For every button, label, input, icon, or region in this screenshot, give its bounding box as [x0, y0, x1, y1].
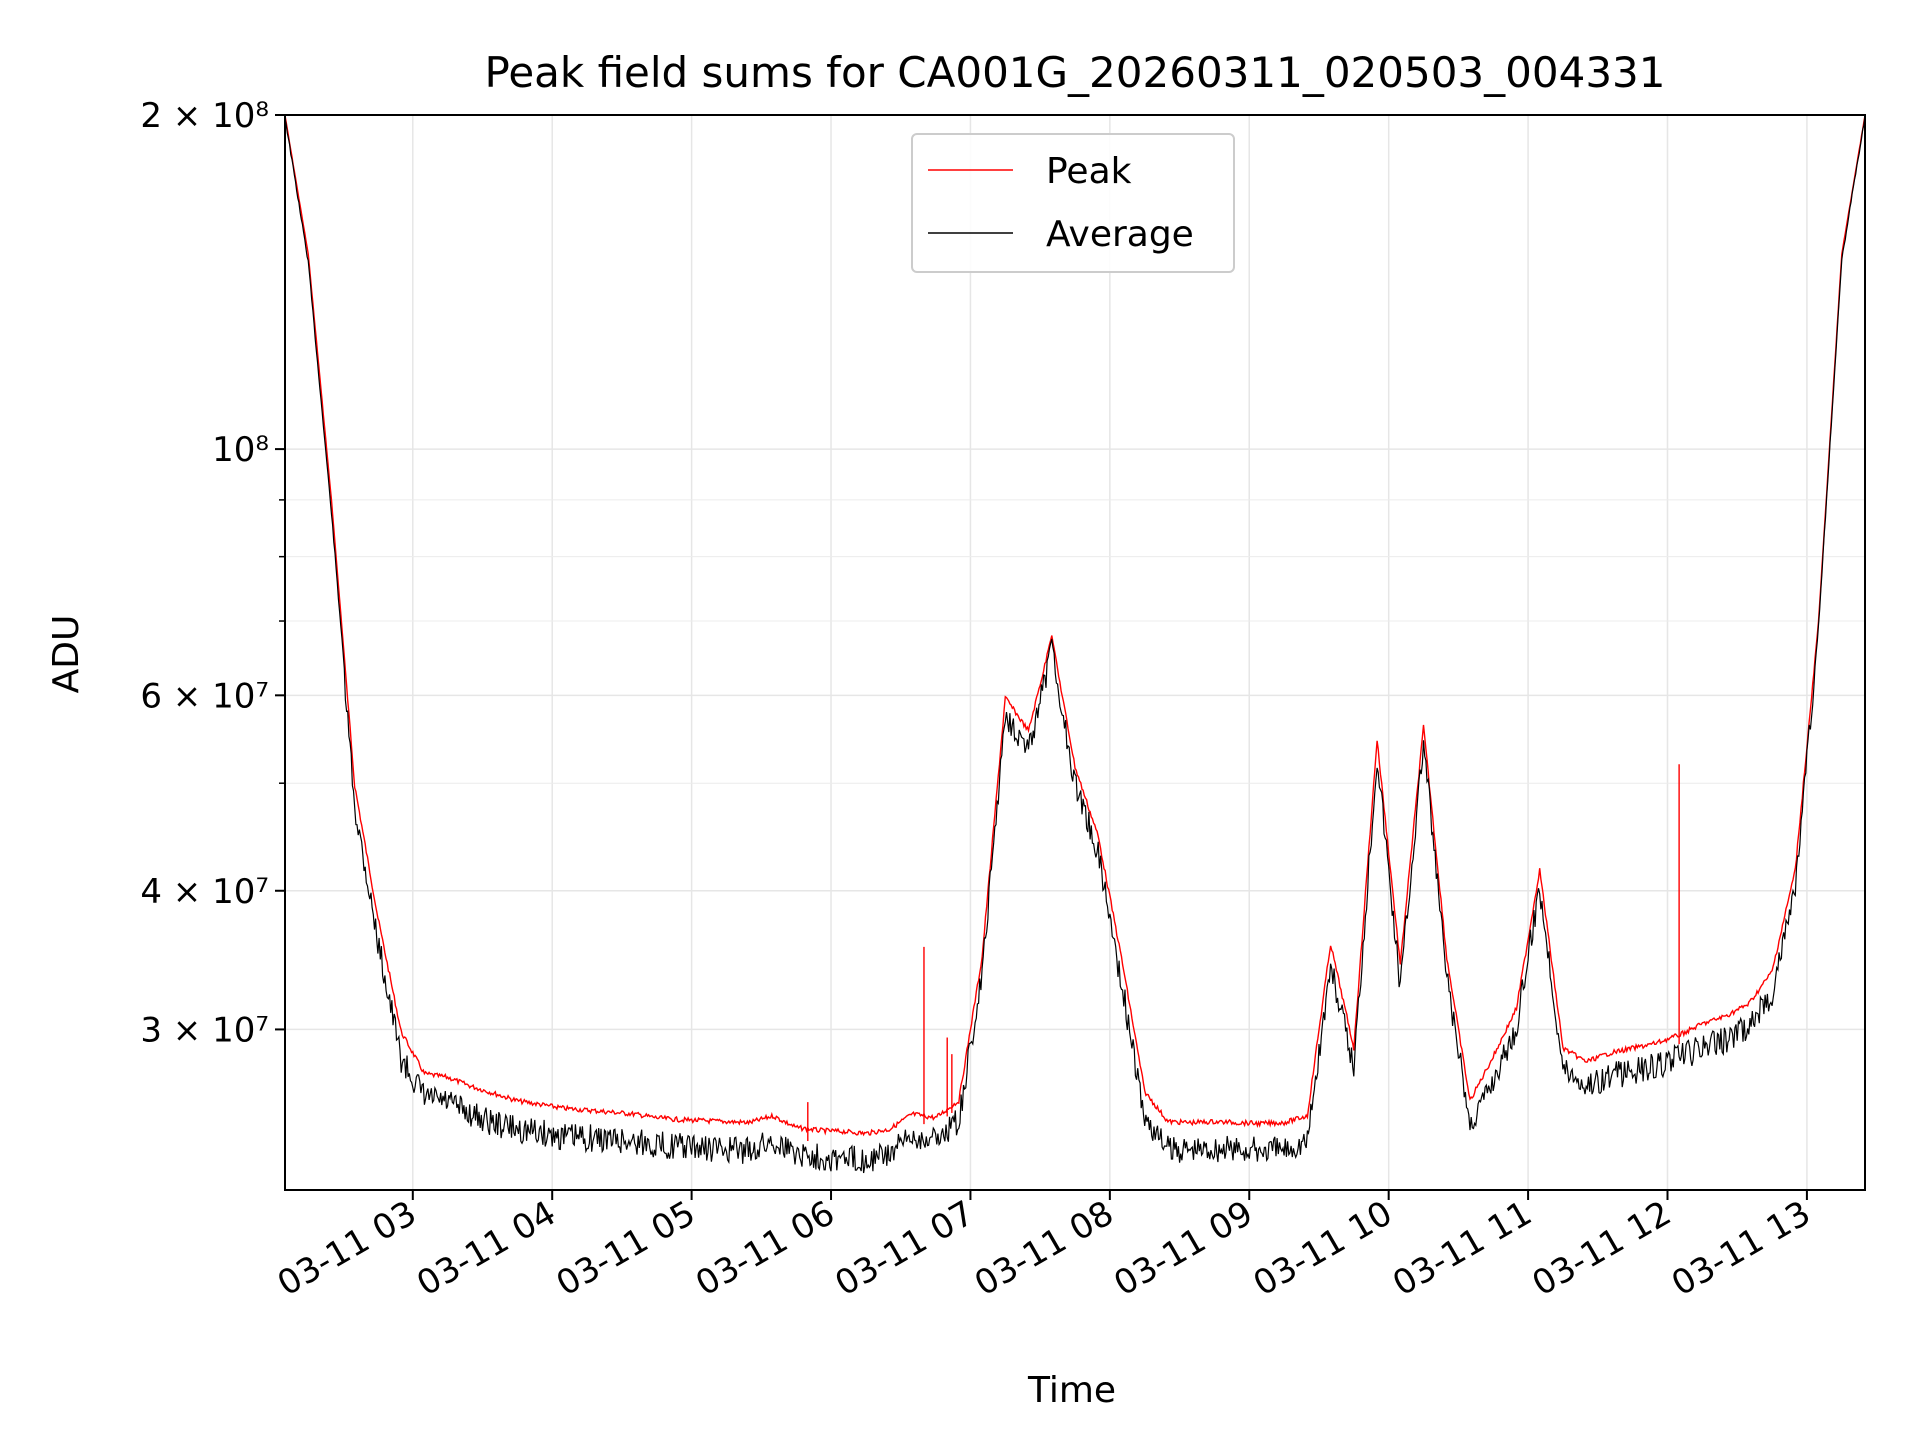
legend-peak-label: Peak [1046, 151, 1132, 192]
y-axis-label: ADU [46, 615, 87, 694]
y-tick-label: 10⁸ [212, 430, 269, 470]
y-axis-ticks: 2 × 10⁸ 10⁸ 6 × 10⁷ 4 × 10⁷ 3 × 10⁷ [140, 96, 285, 1050]
grid [285, 114, 1865, 1190]
x-axis-label: Time [1027, 1370, 1116, 1411]
legend-average-label: Average [1046, 214, 1194, 255]
legend: Peak Average [911, 133, 1235, 273]
series-average-line [285, 115, 1865, 1174]
legend-box [911, 133, 1235, 273]
y-tick-label: 3 × 10⁷ [140, 1010, 269, 1050]
y-tick-label: 4 × 10⁷ [140, 872, 269, 912]
series-layer [285, 115, 1865, 1174]
series-peak-line [285, 115, 1865, 1137]
y-tick-label: 2 × 10⁸ [140, 96, 269, 136]
y-tick-label: 6 × 10⁷ [140, 676, 269, 716]
chart-title: Peak field sums for CA001G_20260311_0205… [484, 48, 1665, 97]
plot-frame [284, 114, 1866, 1191]
